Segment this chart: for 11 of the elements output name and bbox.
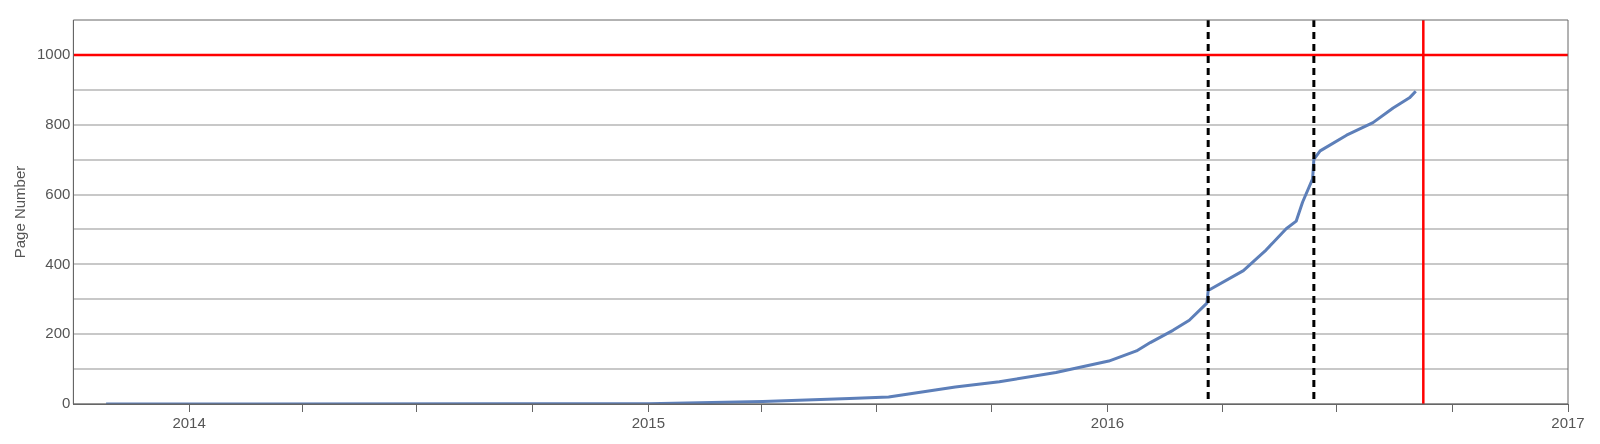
y-tick-label: 600 bbox=[45, 184, 71, 202]
y-tick-label: 0 bbox=[62, 394, 71, 412]
y-axis-title: Page Number bbox=[11, 165, 29, 259]
x-tick-label: 2015 bbox=[631, 414, 666, 432]
y-tick-label: 400 bbox=[45, 254, 71, 272]
x-tick-label: 2017 bbox=[1551, 414, 1585, 432]
y-tick-label: 800 bbox=[45, 114, 71, 132]
y-tick-label: 1000 bbox=[36, 45, 71, 63]
y-tick-label: 200 bbox=[45, 324, 71, 342]
x-tick-label: 2016 bbox=[1090, 414, 1125, 432]
x-tick-label: 2014 bbox=[172, 414, 206, 432]
